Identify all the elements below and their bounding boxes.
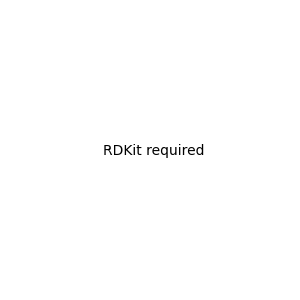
Text: RDKit required: RDKit required (103, 145, 205, 158)
